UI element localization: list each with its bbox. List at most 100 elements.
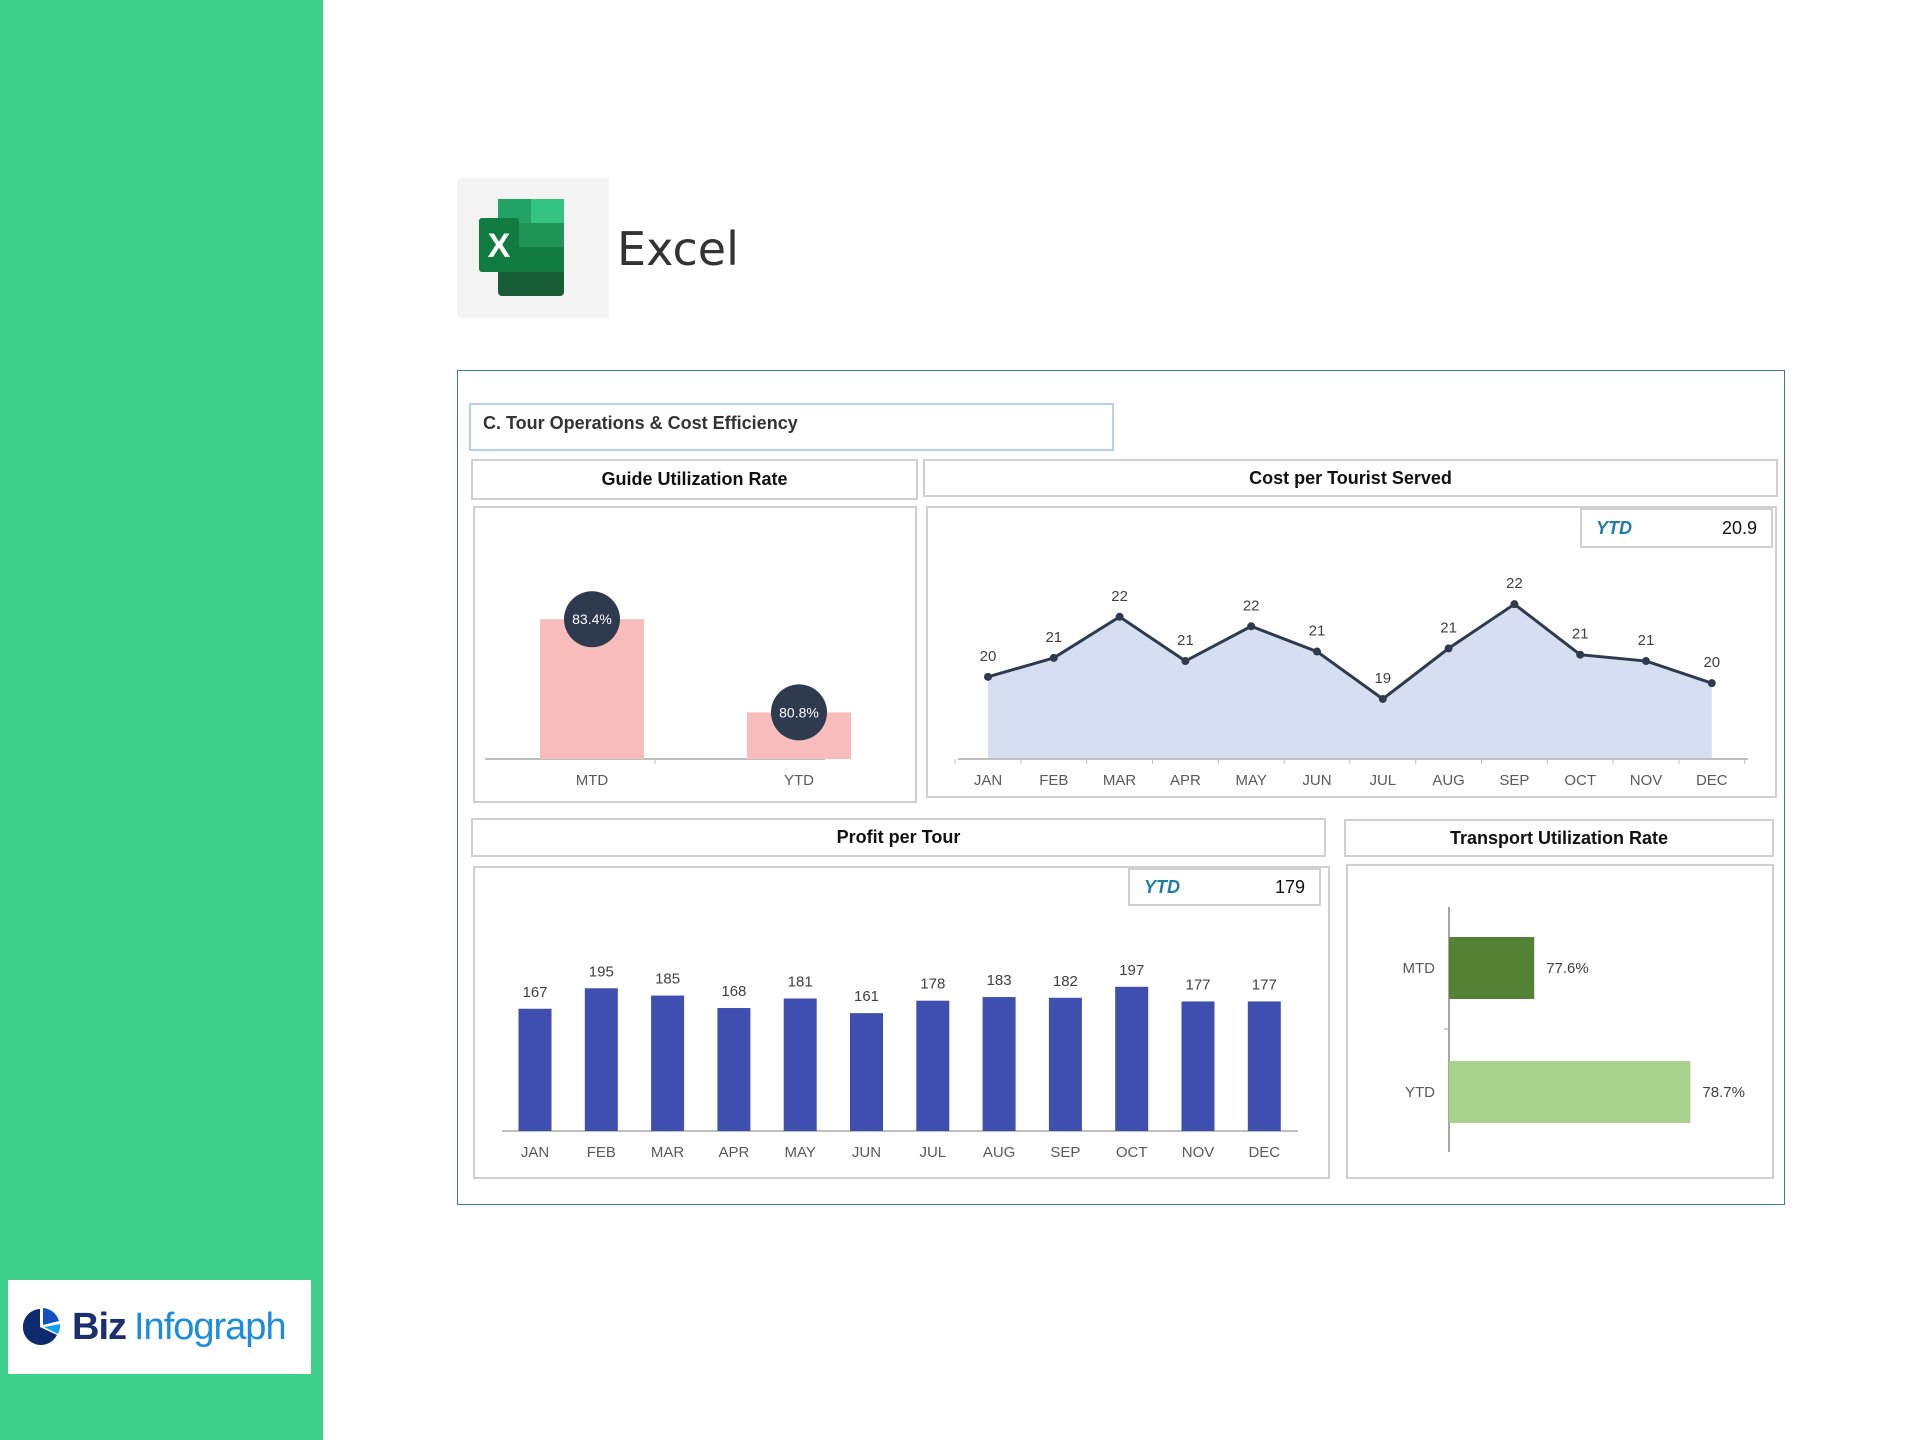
bar-dec <box>1247 1001 1281 1131</box>
data-label-bubble <box>564 591 620 648</box>
x-tick-label: JAN <box>974 772 1002 789</box>
area-fill <box>988 604 1712 759</box>
data-label: 21 <box>1638 632 1655 649</box>
bar-oct <box>1115 986 1149 1131</box>
x-tick-label: JUL <box>1369 772 1396 789</box>
transport-utilization-header: Transport Utilization Rate <box>1344 819 1774 857</box>
x-tick-label: APR <box>718 1144 749 1161</box>
bar-mtd <box>1449 937 1535 999</box>
bar-jan <box>518 1008 552 1131</box>
x-tick-label: AUG <box>983 1144 1016 1161</box>
data-label: 185 <box>655 971 680 988</box>
x-tick-label: JAN <box>521 1144 549 1161</box>
x-tick-label: OCT <box>1564 772 1596 789</box>
data-label: 21 <box>1440 619 1457 636</box>
data-label: 19 <box>1374 670 1391 687</box>
data-label: 21 <box>1572 626 1589 643</box>
x-tick-label: DEC <box>1696 772 1728 789</box>
x-tick-label: JUL <box>919 1144 946 1161</box>
profit-per-tour-header: Profit per Tour <box>471 818 1326 857</box>
x-tick-label: FEB <box>587 1144 616 1161</box>
ytd-label: YTD <box>1144 876 1180 897</box>
x-tick-label: SEP <box>1050 1144 1080 1161</box>
x-tick-label: NOV <box>1630 772 1663 789</box>
data-label: 21 <box>1045 629 1062 646</box>
ytd-value: 179 <box>1274 876 1305 897</box>
bar-apr <box>717 1008 751 1131</box>
guide-utilization-chart: 83.4% MTD 80.8% YTD <box>473 506 917 803</box>
data-label: 20 <box>980 648 997 665</box>
data-point <box>1378 694 1387 703</box>
data-label-bubble <box>771 684 827 741</box>
app-name: Excel <box>617 222 739 276</box>
x-tick-label: MAY <box>1235 772 1266 789</box>
x-tick-label: FEB <box>1039 772 1068 789</box>
x-tick-label: JUN <box>1302 772 1331 789</box>
data-label: 20 <box>1703 654 1720 671</box>
transport-utilization-chart: 77.6% MTD 78.7% YTD <box>1346 864 1774 1179</box>
data-label: 195 <box>589 963 614 980</box>
x-tick-label: DEC <box>1248 1144 1280 1161</box>
x-tick-label: SEP <box>1499 772 1529 789</box>
data-label: 78.7% <box>1702 1084 1745 1101</box>
data-point <box>1247 622 1256 631</box>
x-tick-label: MAR <box>651 1144 685 1161</box>
ytd-label: YTD <box>1596 517 1632 538</box>
x-tick-label: MAR <box>1103 772 1137 789</box>
excel-logo-tile: X <box>457 178 609 318</box>
bar-aug <box>982 997 1016 1131</box>
data-label: 83.4% <box>572 611 612 627</box>
x-tick-label: MAY <box>784 1144 815 1161</box>
bar-jul <box>916 1000 950 1131</box>
x-tick-label: JUN <box>852 1144 881 1161</box>
cost-per-tourist-chart: 20 JAN 21 FEB 22 MAR 21 APR 22 MAY 21 JUN 19 JUL 21 AUG… <box>926 506 1777 798</box>
x-tick-label: NOV <box>1182 1144 1215 1161</box>
data-point <box>1181 657 1190 666</box>
data-point <box>1444 644 1453 653</box>
y-tick-label: YTD <box>1405 1084 1435 1101</box>
data-label: 167 <box>522 984 547 1001</box>
section-title: C. Tour Operations & Cost Efficiency <box>469 403 1114 451</box>
data-point <box>1049 653 1058 662</box>
data-label: 21 <box>1177 632 1194 649</box>
cost-ytd-box: YTD 20.9 <box>1580 508 1773 548</box>
data-label: 22 <box>1111 588 1128 605</box>
data-label: 168 <box>721 983 746 1000</box>
data-label: 22 <box>1243 597 1260 614</box>
bar-nov <box>1181 1001 1215 1131</box>
y-tick-label: MTD <box>1403 960 1436 977</box>
data-point <box>1707 679 1716 688</box>
brand-infograph: Infograph <box>134 1305 287 1348</box>
pie-chart-icon <box>22 1308 61 1345</box>
data-point <box>984 672 992 681</box>
data-label: 21 <box>1309 623 1326 640</box>
bar-ytd <box>1449 1061 1691 1123</box>
data-label: 177 <box>1252 976 1277 993</box>
data-label: 77.6% <box>1546 960 1589 977</box>
data-point <box>1642 657 1650 666</box>
bar-mar <box>651 995 685 1131</box>
dashboard-frame <box>457 370 1785 1205</box>
bar-jun <box>850 1013 883 1131</box>
profit-ytd-box: YTD 179 <box>1128 868 1321 906</box>
sidebar <box>0 0 323 1440</box>
profit-per-tour-chart: 167 JAN 195 FEB 185 MAR 168 APR 181 MAY 161 JUN 178 J… <box>473 866 1330 1179</box>
data-label: 183 <box>987 972 1012 989</box>
data-label: 80.8% <box>779 704 819 720</box>
svg-text:X: X <box>488 227 511 265</box>
x-tick-label: OCT <box>1116 1144 1148 1161</box>
data-label: 197 <box>1119 962 1144 979</box>
data-point <box>1313 647 1321 656</box>
data-label: 182 <box>1053 973 1078 990</box>
excel-icon: X <box>479 199 564 296</box>
x-tick-label: AUG <box>1432 772 1465 789</box>
x-tick-label: YTD <box>784 772 814 789</box>
bar-sep <box>1048 997 1082 1131</box>
data-label: 22 <box>1506 575 1523 592</box>
series-line <box>987 602 1713 701</box>
data-label: 161 <box>854 988 879 1005</box>
data-point <box>1576 650 1585 659</box>
brand-logo: Biz Infograph <box>8 1280 311 1374</box>
data-label: 177 <box>1185 976 1210 993</box>
bar-may <box>783 998 817 1131</box>
